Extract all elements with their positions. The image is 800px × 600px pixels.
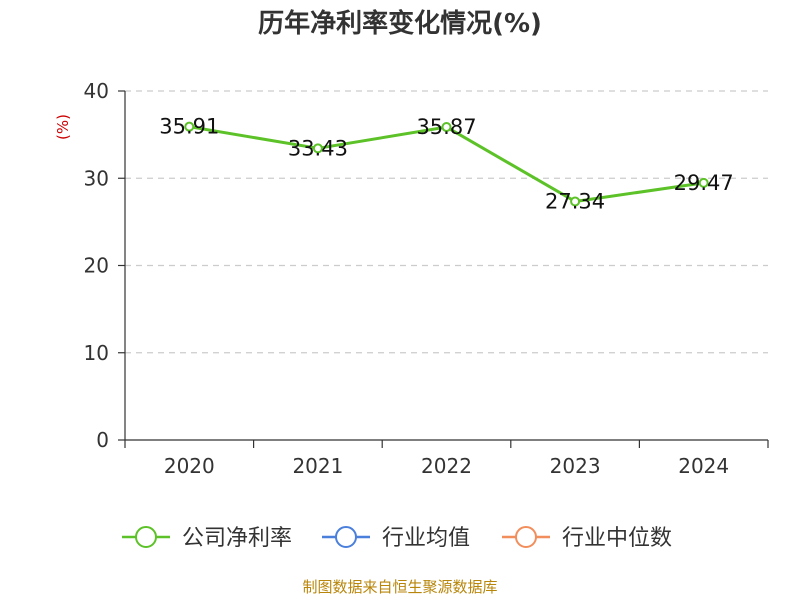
y-tick-label: 40: [84, 79, 109, 103]
x-tick-label: 2020: [164, 454, 215, 478]
legend-item[interactable]: 行业中位数: [502, 526, 672, 551]
y-tick-label: 0: [96, 428, 109, 452]
data-labels: 35.91 33.43 35.87 27.34 29.47: [159, 115, 734, 214]
y-tick-label: 20: [84, 254, 109, 278]
legend-item[interactable]: 行业均值: [322, 526, 470, 551]
data-point[interactable]: [441, 122, 452, 133]
y-axis-label: (%): [54, 114, 72, 140]
y-tick-label: 30: [84, 166, 109, 190]
x-tick-label: 2024: [678, 454, 729, 478]
x-tick-label: 2021: [292, 454, 343, 478]
x-tick-label: 2022: [421, 454, 472, 478]
data-point[interactable]: [184, 121, 195, 132]
data-label: 35.87: [416, 115, 476, 139]
legend-label: 公司净利率: [182, 526, 292, 551]
y-tick-label: 10: [84, 341, 109, 365]
data-point[interactable]: [570, 196, 581, 207]
data-label: 27.34: [545, 189, 605, 213]
source-note: 制图数据来自恒生聚源数据库: [302, 578, 497, 596]
legend-marker: [335, 526, 357, 548]
legend[interactable]: 公司净利率 行业均值 行业中位数: [122, 526, 672, 551]
data-label: 35.91: [159, 115, 219, 139]
legend-label: 行业均值: [382, 526, 470, 551]
data-points: [184, 121, 709, 207]
x-tick-label: 2023: [550, 454, 601, 478]
grid-lines: [125, 90, 768, 354]
y-tick-labels: 0 10 20 30 40: [84, 79, 109, 452]
legend-marker: [135, 526, 157, 548]
data-point[interactable]: [698, 177, 709, 188]
data-label: 33.43: [288, 136, 348, 160]
x-tick-labels: 2020 2021 2022 2023 2024: [164, 454, 729, 478]
legend-label: 行业中位数: [562, 526, 672, 551]
legend-item[interactable]: 公司净利率: [122, 526, 292, 551]
data-point[interactable]: [312, 143, 323, 154]
data-label: 29.47: [674, 171, 734, 195]
axes: [118, 90, 769, 448]
chart-title: 历年净利率变化情况(%): [258, 8, 542, 39]
legend-marker: [515, 526, 537, 548]
